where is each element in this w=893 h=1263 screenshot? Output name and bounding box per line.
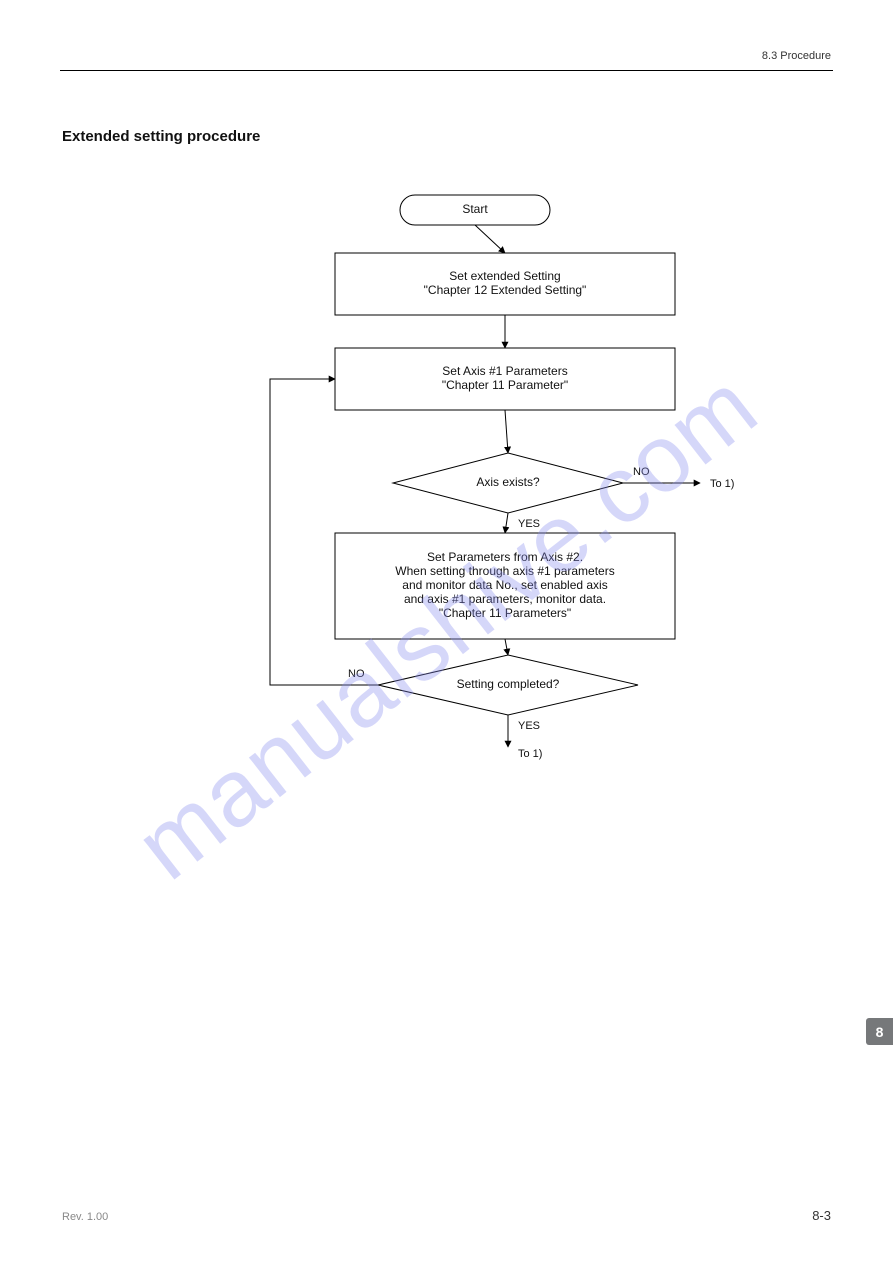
header-rule xyxy=(60,70,833,71)
svg-text:YES: YES xyxy=(518,720,540,732)
chapter-tab: 8 xyxy=(866,1018,893,1045)
svg-text:Set Axis #1 Parameters"Chapter: Set Axis #1 Parameters"Chapter 11 Parame… xyxy=(442,364,568,392)
svg-text:YES: YES xyxy=(518,518,540,530)
page: 8.3 Procedure Extended setting procedure… xyxy=(0,0,893,1263)
flowchart: Start Set extended Setting"Chapter 12 Ext… xyxy=(0,175,893,775)
svg-text:NO: NO xyxy=(348,668,365,680)
footer-page-number: 8-3 xyxy=(812,1208,831,1223)
svg-text:To 1): To 1) xyxy=(518,748,542,760)
svg-text:NO: NO xyxy=(633,466,650,478)
svg-text:To 1): To 1) xyxy=(710,478,734,490)
section-title: Extended setting procedure xyxy=(62,128,260,145)
svg-text:Setting completed?: Setting completed? xyxy=(457,677,560,691)
svg-text:Set Parameters from Axis #2.Wh: Set Parameters from Axis #2.When setting… xyxy=(395,550,614,620)
footer-revision: Rev. 1.00 xyxy=(62,1211,108,1223)
svg-text:Axis exists?: Axis exists? xyxy=(476,475,540,489)
svg-text:Start: Start xyxy=(462,202,488,216)
header-breadcrumb: 8.3 Procedure xyxy=(762,50,831,62)
svg-text:Set extended Setting"Chapter 1: Set extended Setting"Chapter 12 Extended… xyxy=(424,269,587,297)
